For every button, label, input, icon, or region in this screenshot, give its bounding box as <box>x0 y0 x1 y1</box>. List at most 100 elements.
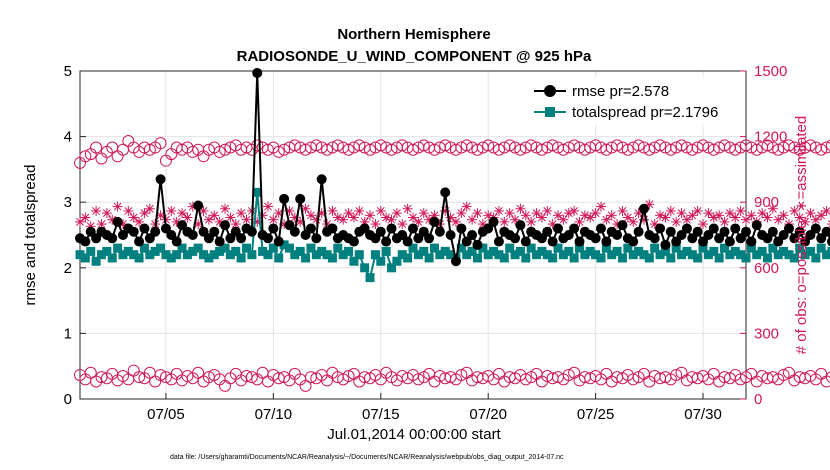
totalspread-point <box>709 246 719 256</box>
rmse-point <box>488 216 499 227</box>
obs_assimilated-point <box>493 205 504 216</box>
obs_assimilated-point <box>128 212 139 223</box>
obs_assimilated-point <box>574 216 585 227</box>
totalspread-point <box>193 243 203 253</box>
rmse-point <box>665 226 676 237</box>
obs_assimilated-point <box>80 212 91 223</box>
rmse-point <box>107 233 118 244</box>
totalspread-point <box>236 253 246 263</box>
totalspread-point <box>161 250 171 260</box>
obs_assimilated-point <box>714 210 725 221</box>
x-tick-label: 07/30 <box>684 406 722 423</box>
legend: rmse pr=2.578 totalspread pr=2.1796 <box>529 77 739 125</box>
totalspread-point <box>268 243 278 253</box>
obs_possible-point <box>213 145 226 158</box>
totalspread-point <box>429 243 439 253</box>
totalspread-point <box>134 253 144 263</box>
totalspread-point <box>773 250 783 260</box>
totalspread-point <box>628 250 638 260</box>
x-tick-label: 07/05 <box>147 406 185 423</box>
obs_possible-point <box>825 139 830 152</box>
rmse-point <box>348 236 359 247</box>
rmse-point <box>719 226 730 237</box>
totalspread-point <box>720 243 730 253</box>
totalspread-point <box>91 256 101 266</box>
obs_assimilated-point <box>816 210 827 221</box>
obs_possible-point <box>578 143 591 156</box>
obs_assimilated-point <box>531 208 542 219</box>
totalspread-point <box>558 250 568 260</box>
rmse-point <box>692 226 703 237</box>
rmse-point <box>214 236 225 247</box>
obs_assimilated-point <box>413 216 424 227</box>
obs_possible-point <box>492 143 505 156</box>
totalspread-point <box>591 250 601 260</box>
obs_assimilated-point <box>343 208 354 219</box>
obs_assimilated-point <box>553 210 564 221</box>
y-axis-label: rmse and totalspread <box>22 165 39 306</box>
obs_assimilated-point <box>746 210 757 221</box>
obs_possible_low-point <box>159 371 172 384</box>
obs_assimilated-point <box>418 208 429 219</box>
rmse-point <box>327 223 338 234</box>
obs_possible_low-point <box>519 373 532 386</box>
rmse-point <box>730 223 741 234</box>
totalspread-point <box>612 246 622 256</box>
obs_possible-point <box>815 143 828 156</box>
totalspread-point <box>650 243 660 253</box>
obs_possible-point <box>621 143 634 156</box>
obs_assimilated-point <box>719 216 730 227</box>
obs_assimilated-point <box>681 214 692 225</box>
totalspread-point <box>182 250 192 260</box>
obs-series <box>74 134 830 392</box>
rmse-point <box>456 223 467 234</box>
totalspread-point <box>199 250 209 260</box>
rmse-point <box>381 236 392 247</box>
legend-totalspread-marker <box>545 107 555 117</box>
totalspread-point <box>225 250 235 260</box>
totalspread-point <box>295 246 305 256</box>
totalspread-point <box>623 243 633 253</box>
rmse-point <box>794 226 805 237</box>
rmse-point <box>741 226 751 237</box>
obs_possible-point <box>396 139 409 152</box>
obs_possible_low-point <box>154 368 167 381</box>
y-tick-label: 1 <box>64 325 72 342</box>
obs_possible-point <box>750 143 763 156</box>
obs_assimilated-point <box>789 205 800 216</box>
totalspread-point <box>204 253 214 263</box>
totalspread-point <box>446 250 456 260</box>
rmse-point <box>826 236 830 247</box>
obs_possible-point <box>632 139 645 152</box>
totalspread-point <box>440 246 450 256</box>
totalspread-point <box>462 250 472 260</box>
totalspread-point <box>548 253 558 263</box>
obs_assimilated-point <box>139 208 150 219</box>
rmse-point <box>569 223 580 234</box>
totalspread-point <box>150 246 160 256</box>
obs_possible-point <box>804 139 817 152</box>
y-tick-label: 2 <box>64 260 72 277</box>
obs_assimilated-point <box>348 212 359 223</box>
totalspread-point <box>580 250 590 260</box>
x-tick-label: 07/25 <box>577 406 615 423</box>
obs_assimilated-point <box>526 216 537 227</box>
obs_assimilated-point <box>75 216 85 227</box>
totalspread-point <box>779 246 789 256</box>
obs_possible-point <box>288 139 301 152</box>
totalspread-point <box>403 253 413 263</box>
totalspread-point <box>177 243 187 253</box>
rmse-point <box>155 174 166 185</box>
totalspread-point <box>703 250 713 260</box>
obs_possible-point <box>761 139 774 152</box>
obs_possible-point <box>686 143 699 156</box>
totalspread-point <box>634 246 644 256</box>
rmse-point <box>708 223 719 234</box>
totalspread-point <box>156 243 166 253</box>
totalspread-point <box>811 253 821 263</box>
rmse-point <box>638 203 649 214</box>
rmse-point <box>252 67 263 78</box>
totalspread-point <box>231 246 241 256</box>
totalspread-point <box>478 243 488 253</box>
